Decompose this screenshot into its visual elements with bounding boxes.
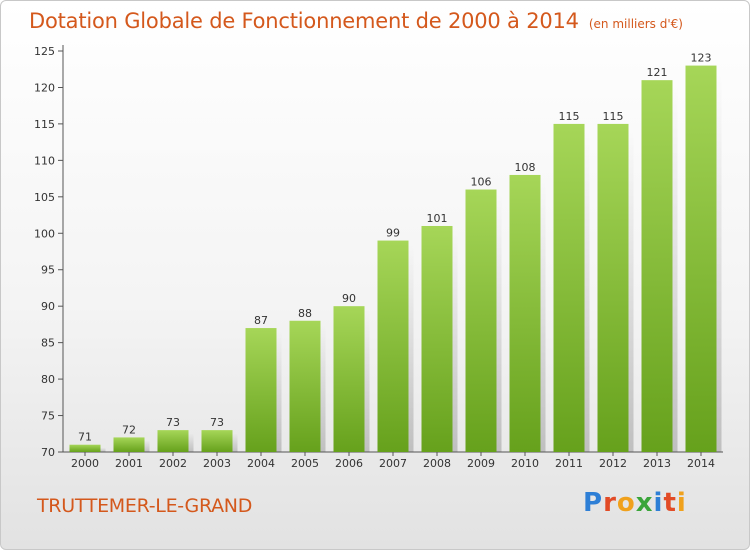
bar-shadow bbox=[452, 228, 458, 452]
bar-shadow bbox=[716, 68, 722, 452]
bar-shadow bbox=[276, 331, 282, 452]
logo-letter: t bbox=[663, 488, 677, 518]
y-tick-label: 120 bbox=[34, 81, 55, 94]
logo-letter: i bbox=[676, 488, 687, 518]
data-label-2013: 121 bbox=[647, 66, 668, 79]
bar-2008 bbox=[421, 225, 453, 452]
logo-letter: r bbox=[603, 488, 617, 518]
x-tick-label-2008: 2008 bbox=[423, 457, 451, 470]
proxiti-logo: Proxiti bbox=[583, 488, 687, 518]
bar-shadow bbox=[584, 126, 590, 452]
bar-shadow bbox=[320, 323, 326, 452]
x-tick-label-2002: 2002 bbox=[159, 457, 187, 470]
y-tick-label: 95 bbox=[41, 264, 55, 277]
bar-2014 bbox=[685, 65, 717, 452]
bar-2009 bbox=[465, 189, 497, 452]
bar-2003 bbox=[201, 430, 233, 452]
bar-shadow bbox=[232, 433, 238, 452]
data-label-2001: 72 bbox=[122, 423, 136, 436]
data-label-2003: 73 bbox=[210, 416, 224, 429]
data-label-2004: 87 bbox=[254, 314, 268, 327]
y-tick-label: 115 bbox=[34, 118, 55, 131]
data-label-2009: 106 bbox=[471, 176, 492, 189]
data-label-2011: 115 bbox=[559, 110, 580, 123]
y-tick-label: 80 bbox=[41, 373, 55, 386]
y-tick-label: 105 bbox=[34, 191, 55, 204]
bar-2002 bbox=[157, 430, 189, 452]
data-label-2008: 101 bbox=[427, 212, 448, 225]
bar-2013 bbox=[641, 80, 673, 452]
bar-shadow bbox=[188, 433, 194, 452]
chart-title: Dotation Globale de Fonctionnement de 20… bbox=[29, 9, 579, 33]
data-label-2012: 115 bbox=[603, 110, 624, 123]
bar-2005 bbox=[289, 320, 321, 452]
x-tick-label-2009: 2009 bbox=[467, 457, 495, 470]
data-label-2006: 90 bbox=[342, 292, 356, 305]
x-tick-label-2010: 2010 bbox=[511, 457, 539, 470]
bar-2000 bbox=[69, 444, 101, 452]
logo-letter: P bbox=[583, 488, 604, 518]
y-tick-label: 100 bbox=[34, 227, 55, 240]
commune-name: TRUTTEMER-LE-GRAND bbox=[37, 495, 253, 517]
x-tick-label-2014: 2014 bbox=[687, 457, 715, 470]
title-row: Dotation Globale de Fonctionnement de 20… bbox=[29, 9, 683, 33]
bar-2012 bbox=[597, 123, 629, 452]
x-tick-label-2013: 2013 bbox=[643, 457, 671, 470]
y-tick-label: 75 bbox=[41, 410, 55, 423]
tick-labels: 70 75 80 85 90 95 100 105 110 115 120 125 2000 2001 20… bbox=[34, 45, 715, 470]
data-labels: 71 72 73 73 87 88 90 99 101 106 108 115 115 121 123 bbox=[78, 52, 712, 444]
bar-2007 bbox=[377, 240, 409, 452]
x-tick-label-2001: 2001 bbox=[115, 457, 143, 470]
y-tick-label: 125 bbox=[34, 45, 55, 58]
x-tick-label-2011: 2011 bbox=[555, 457, 583, 470]
x-tick-label-2004: 2004 bbox=[247, 457, 275, 470]
bar-shadow bbox=[364, 309, 370, 452]
logo-letter: x bbox=[635, 488, 654, 518]
chart-subtitle: (en milliers d'€) bbox=[588, 17, 683, 31]
bar-shadow bbox=[672, 83, 678, 452]
y-tick-label: 90 bbox=[41, 300, 55, 313]
bar-shadow bbox=[408, 243, 414, 452]
bar-2006 bbox=[333, 306, 365, 452]
data-label-2010: 108 bbox=[515, 161, 536, 174]
bar-shadow bbox=[540, 177, 546, 453]
x-tick-label-2007: 2007 bbox=[379, 457, 407, 470]
bar-2001 bbox=[113, 437, 145, 452]
bar-2004 bbox=[245, 328, 277, 452]
bars bbox=[69, 65, 717, 453]
data-label-2002: 73 bbox=[166, 416, 180, 429]
logo-letter: i bbox=[653, 488, 664, 518]
x-tick-label-2003: 2003 bbox=[203, 457, 231, 470]
x-tick-label-2000: 2000 bbox=[71, 457, 99, 470]
x-tick-label-2006: 2006 bbox=[335, 457, 363, 470]
bar-shadow bbox=[496, 192, 502, 452]
bar-shadow bbox=[100, 447, 106, 452]
data-label-2005: 88 bbox=[298, 307, 312, 320]
bar-2010 bbox=[509, 174, 541, 453]
y-tick-label: 70 bbox=[41, 446, 55, 459]
bar-shadow bbox=[628, 126, 634, 452]
y-tick-label: 85 bbox=[41, 337, 55, 350]
data-label-2014: 123 bbox=[691, 52, 712, 65]
data-label-2000: 71 bbox=[78, 431, 92, 444]
logo-letter: o bbox=[616, 488, 636, 518]
bar-shadow bbox=[144, 440, 150, 452]
data-label-2007: 99 bbox=[386, 227, 400, 240]
x-tick-label-2005: 2005 bbox=[291, 457, 319, 470]
y-tick-label: 110 bbox=[34, 154, 55, 167]
x-tick-label-2012: 2012 bbox=[599, 457, 627, 470]
bar-2011 bbox=[553, 123, 585, 452]
bar-shadows bbox=[100, 68, 722, 453]
